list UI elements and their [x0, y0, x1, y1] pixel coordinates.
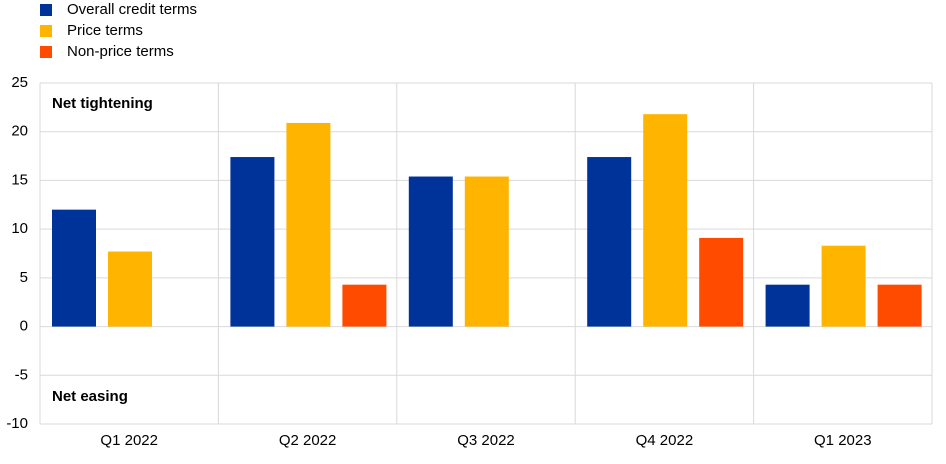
- y-tick-label: -10: [6, 415, 28, 432]
- bar: [587, 157, 632, 327]
- y-tick-label: 0: [20, 318, 28, 335]
- legend-swatch: [40, 46, 52, 58]
- y-tick-label: -5: [15, 366, 28, 383]
- legend-label: Overall credit terms: [67, 1, 197, 18]
- x-tick-label: Q4 2022: [636, 432, 694, 449]
- annotation: Net easing: [52, 388, 128, 405]
- bar: [464, 176, 509, 327]
- x-tick-label: Q1 2022: [100, 432, 158, 449]
- legend-label: Price terms: [67, 22, 143, 39]
- bar: [408, 176, 453, 327]
- bar: [52, 209, 96, 327]
- y-tick-label: 25: [11, 74, 28, 91]
- annotation: Net tightening: [52, 95, 153, 112]
- bar: [699, 237, 744, 327]
- y-tick-label: 10: [11, 220, 28, 237]
- x-tick-label: Q2 2022: [279, 432, 337, 449]
- bar: [342, 284, 387, 327]
- legend-swatch: [40, 25, 52, 37]
- bar: [286, 122, 331, 327]
- bar: [230, 157, 275, 327]
- x-tick-label: Q3 2022: [457, 432, 515, 449]
- bar: [765, 284, 810, 327]
- legend-swatch: [40, 4, 52, 16]
- bar: [643, 114, 688, 327]
- y-tick-label: 5: [20, 269, 28, 286]
- bar: [108, 251, 152, 327]
- bar: [877, 284, 922, 327]
- legend-label: Non-price terms: [67, 43, 174, 60]
- y-tick-label: 20: [11, 123, 28, 140]
- y-tick-label: 15: [11, 171, 28, 188]
- x-tick-label: Q1 2023: [814, 432, 872, 449]
- bar: [821, 245, 866, 327]
